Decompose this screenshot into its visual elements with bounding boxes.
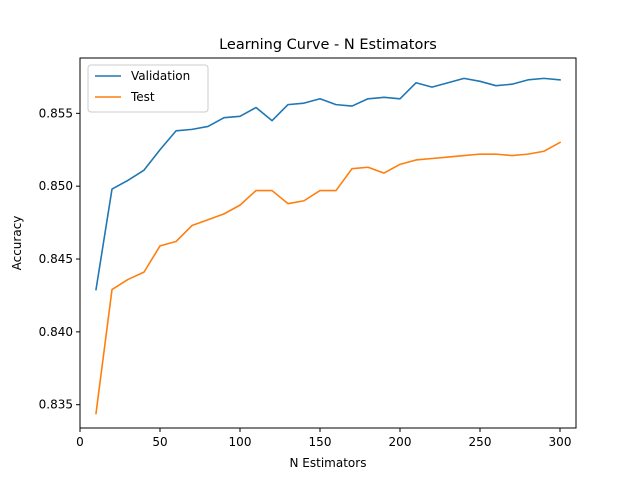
series-layer [95,77,562,415]
legend: Validation Test [87,64,209,113]
x-tick-label: 200 [389,435,412,449]
y-axis-ticks: 0.835 0.840 0.845 0.850 0.855 [39,106,80,412]
plot-area [79,57,577,429]
legend-label-test: Test [130,90,155,104]
y-axis-label: Accuracy [10,216,24,271]
y-tick-label: 0.840 [39,325,73,339]
y-tick-label: 0.855 [39,106,73,120]
series-line-validation [95,77,561,291]
legend-label-validation: Validation [131,69,190,83]
x-axis-label: N Estimators [290,456,367,470]
y-tick-label: 0.850 [39,179,73,193]
plot-frame [79,57,577,429]
x-tick-label: 250 [469,435,492,449]
series-line-test [95,141,562,415]
x-tick-label: 100 [229,435,252,449]
x-axis-ticks: 0 50 100 150 200 250 300 [76,428,571,449]
x-tick-label: 150 [309,435,332,449]
chart-title: Learning Curve - N Estimators [219,37,437,53]
x-tick-label: 0 [76,435,84,449]
y-tick-label: 0.835 [39,398,73,412]
x-tick-label: 300 [549,435,572,449]
x-tick-label: 50 [152,435,167,449]
y-tick-label: 0.845 [39,252,73,266]
legend-items: Validation Test [95,69,190,104]
